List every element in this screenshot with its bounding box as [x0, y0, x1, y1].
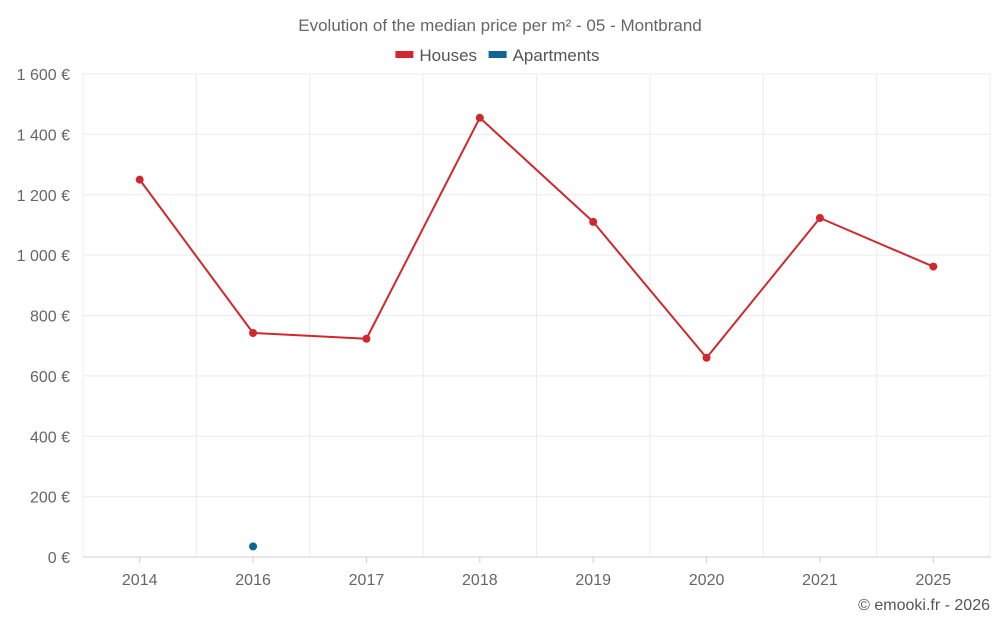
y-axis: 0 € 200 € 400 € 600 € 800 € 1 000 € 1 200 € 1 4… — [17, 67, 70, 567]
x-tick-label: 2019 — [575, 572, 611, 589]
x-axis: 2014 2016 2017 2018 2019 2020 2021 2025 — [83, 556, 990, 589]
y-tick-label: 200 € — [30, 490, 70, 507]
data-point[interactable] — [135, 175, 144, 184]
y-tick-label: 1 600 € — [17, 67, 70, 84]
credit-text: © emooki.fr - 2026 — [858, 597, 990, 614]
legend-swatch — [488, 51, 507, 58]
data-point[interactable] — [249, 542, 258, 551]
series-line — [138, 116, 934, 359]
x-tick-label: 2014 — [122, 572, 158, 589]
x-tick-label: 2018 — [462, 572, 498, 589]
y-tick-label: 600 € — [30, 369, 70, 386]
x-tick-label: 2016 — [235, 572, 271, 589]
data-point[interactable] — [475, 113, 484, 122]
grid-lines — [82, 73, 991, 558]
data-point[interactable] — [249, 329, 258, 338]
y-tick-label: 400 € — [30, 429, 70, 446]
y-tick-label: 0 € — [48, 550, 70, 567]
y-tick-label: 800 € — [30, 309, 70, 326]
legend-swatch — [395, 51, 414, 58]
y-tick-label: 1 200 € — [17, 188, 70, 205]
data-point[interactable] — [929, 262, 938, 271]
series-layer — [135, 113, 938, 551]
x-tick-label: 2017 — [349, 572, 385, 589]
y-tick-label: 1 400 € — [17, 127, 70, 144]
data-point[interactable] — [815, 213, 824, 222]
data-point[interactable] — [589, 217, 598, 226]
legend-label: Apartments — [513, 46, 600, 65]
x-tick-label: 2025 — [916, 572, 952, 589]
x-tick-label: 2020 — [689, 572, 725, 589]
legend: Houses Apartments — [395, 46, 600, 65]
chart-title: Evolution of the median price per m² - 0… — [298, 16, 701, 35]
y-tick-label: 1 000 € — [17, 248, 70, 265]
legend-label: Houses — [419, 46, 477, 65]
legend-item[interactable]: Houses — [395, 46, 477, 65]
legend-item[interactable]: Apartments — [488, 46, 600, 65]
x-tick-label: 2021 — [802, 572, 838, 589]
data-point[interactable] — [702, 353, 711, 362]
data-point[interactable] — [362, 334, 371, 343]
